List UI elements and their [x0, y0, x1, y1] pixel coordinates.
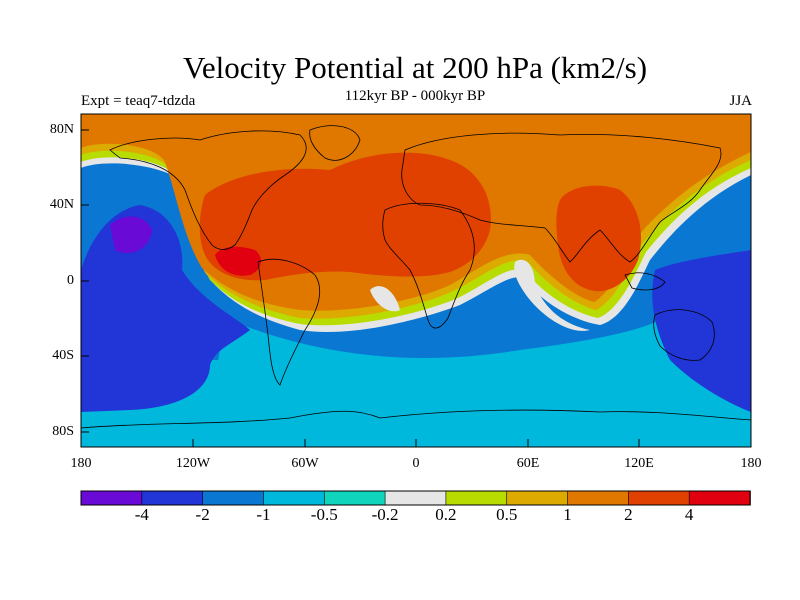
- australia-coast: [653, 309, 715, 361]
- colorbar: [80, 490, 751, 506]
- colorbar-label: -2: [195, 505, 210, 524]
- colorbar-label: 1: [563, 505, 572, 524]
- lon-label-60e: 60E: [516, 456, 540, 471]
- central-america-red-core: [215, 246, 262, 276]
- experiment-label: Expt = teaq7-tdzda: [81, 93, 196, 109]
- chart-title: Velocity Potential at 200 hPa (km2/s): [182, 50, 648, 85]
- colorbar-label: -0.2: [371, 505, 399, 524]
- greenland-coast: [309, 125, 361, 161]
- lat-label-80n: 80N: [49, 122, 74, 137]
- north-america-coast: [109, 130, 307, 250]
- colorbar-frame: [80, 490, 751, 506]
- colorbar-swatch: [445, 490, 508, 506]
- lon-ticks: [80, 439, 752, 447]
- colorbar-swatch: [628, 490, 690, 506]
- pacific-deep-blue-east: [652, 250, 751, 412]
- colorbar-label: -4: [134, 505, 149, 524]
- colorbar-label: -0.5: [310, 505, 338, 524]
- south-america-coast: [257, 258, 321, 386]
- lat-label-80s: 80S: [52, 424, 74, 439]
- colorbar-swatch: [567, 490, 630, 506]
- colorbar-label: 0.2: [435, 505, 457, 524]
- colorbar-swatch: [202, 490, 265, 506]
- pacific-deep-blue-west: [81, 205, 250, 412]
- colorbar-swatch: [384, 490, 447, 506]
- southern-cyan-region: [81, 318, 751, 447]
- lon-label-120e: 120E: [624, 456, 654, 471]
- colorbar-swatch: [141, 490, 204, 506]
- lat-ticks: [81, 129, 89, 433]
- lat-label-40s: 40S: [52, 348, 74, 363]
- lat-label-40n: 40N: [49, 197, 74, 212]
- season-label: JJA: [729, 93, 752, 109]
- colorbar-label: -1: [256, 505, 271, 524]
- lon-label-180w: 180: [70, 456, 92, 471]
- lon-label-60w: 60W: [291, 456, 319, 471]
- pacific-purple-spot: [110, 216, 152, 254]
- colorbar-label: 2: [624, 505, 633, 524]
- lon-label-120w: 120W: [175, 456, 211, 471]
- colorbar-label: 0.5: [496, 505, 518, 524]
- coastlines: [81, 125, 751, 429]
- atlantic-white-tongue: [370, 286, 400, 312]
- lon-label-0: 0: [412, 456, 420, 471]
- antarctica-coast: [81, 409, 751, 429]
- colorbar-swatch: [80, 490, 143, 506]
- lat-label-0: 0: [67, 273, 74, 288]
- chart-subtitle: 112kyr BP - 000kyr BP: [344, 88, 486, 104]
- colorbar-swatch: [323, 490, 386, 506]
- colorbar-swatch: [263, 490, 326, 506]
- africa-coast: [382, 202, 475, 329]
- eurasia-coast: [401, 132, 722, 263]
- indian-white-tongue: [514, 259, 590, 331]
- colorbar-label: 4: [684, 505, 694, 524]
- colorbar-swatch: [688, 490, 751, 506]
- asia-redorange-region: [556, 185, 641, 292]
- contour-field: [81, 114, 751, 447]
- lon-label-180e: 180: [740, 456, 762, 471]
- maritime-continent-coast: [624, 272, 666, 291]
- colorbar-swatch: [506, 490, 569, 506]
